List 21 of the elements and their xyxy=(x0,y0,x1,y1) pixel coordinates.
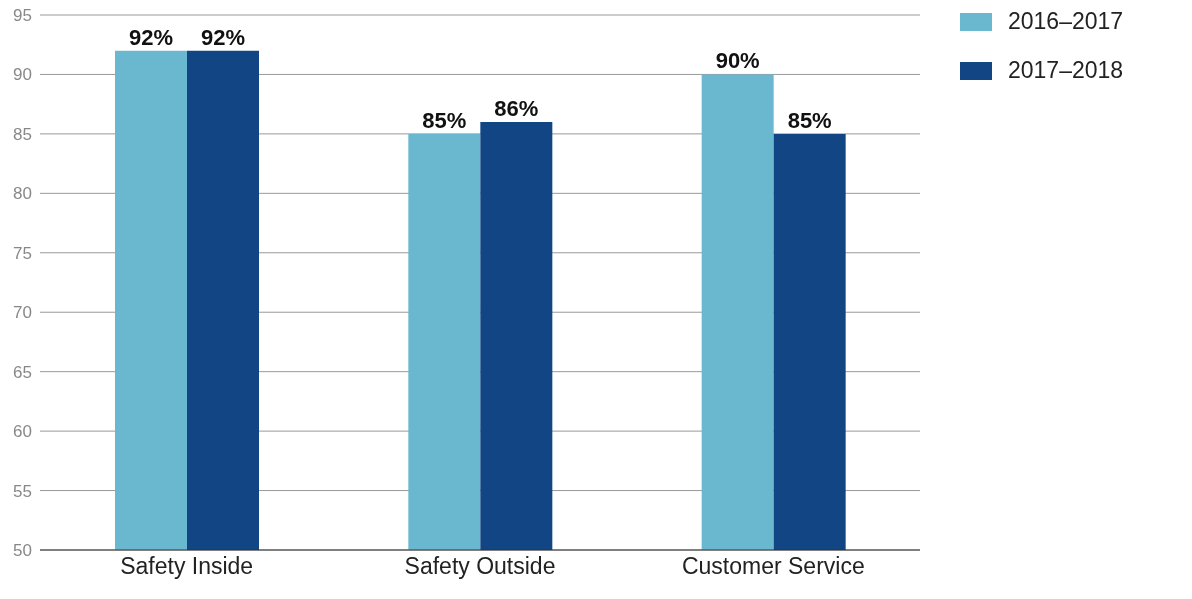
data-label: 86% xyxy=(494,96,539,121)
data-label: 90% xyxy=(715,48,760,74)
y-tick-label: 80 xyxy=(13,184,32,204)
x-tick-label: Safety Outside xyxy=(404,553,556,580)
data-label: 92% xyxy=(200,24,246,50)
y-tick-label: 60 xyxy=(13,422,32,442)
y-tick-label: 65 xyxy=(13,362,32,382)
y-tick-label: 75 xyxy=(13,243,32,263)
y-tick-label: 95 xyxy=(13,6,32,26)
y-tick-label: 50 xyxy=(13,541,32,561)
legend-label: 2016–2017 xyxy=(1008,8,1124,35)
legend-label: 2017–2018 xyxy=(1008,57,1124,84)
y-tick-label: 70 xyxy=(13,303,32,323)
x-tick-label: Safety Inside xyxy=(120,553,254,580)
x-tick-label: Customer Service xyxy=(681,553,865,580)
y-tick-label: 55 xyxy=(13,481,32,501)
data-label: 85% xyxy=(422,107,467,133)
y-tick-label: 90 xyxy=(13,65,32,85)
data-label: 92% xyxy=(128,24,174,50)
data-label: 85% xyxy=(787,107,832,133)
y-tick-label: 85 xyxy=(13,124,32,144)
